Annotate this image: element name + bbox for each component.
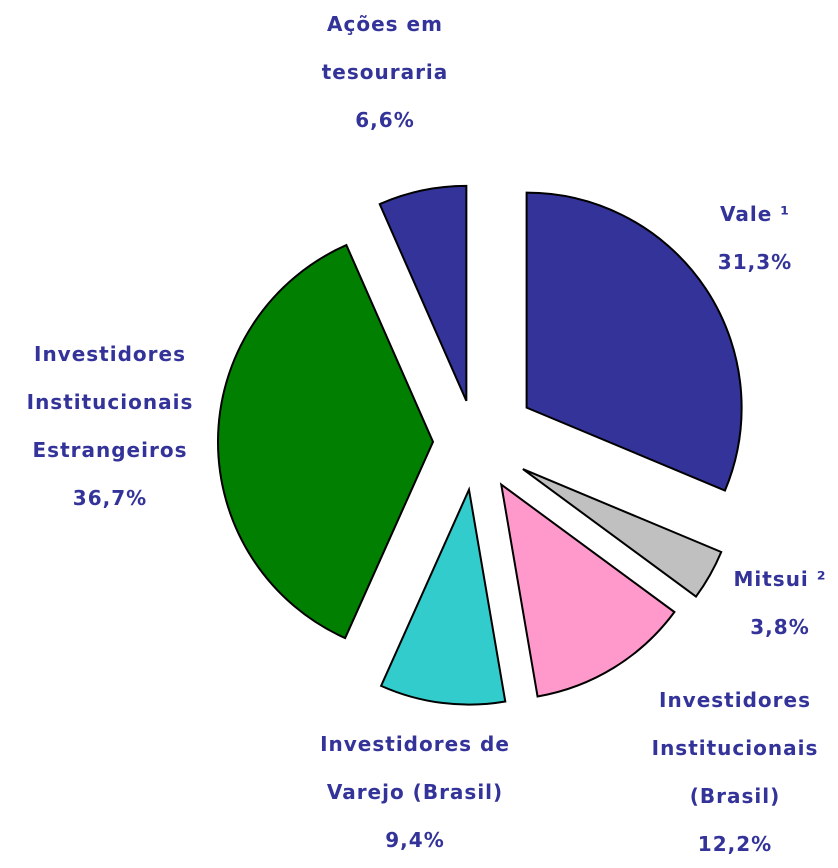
pie-slice [525,191,743,492]
slice-value: 12,2% [697,832,773,856]
pie-slice [379,486,507,706]
pie-slice [378,184,468,402]
slice-name: Investidores Institucionais Estrangeiros [26,342,194,462]
pie-slice [499,482,676,698]
slice-label: Vale ¹ 31,3% [680,190,830,286]
slice-name: Ações em tesouraria [321,12,449,84]
slice-name: Mitsui ² [733,567,827,591]
slice-label: Mitsui ² 3,8% [705,555,838,651]
slice-name: Investidores Institucionais (Brasil) [651,688,819,808]
slice-label: Ações em tesouraria 6,6% [295,0,475,144]
slice-label: Investidores Institucionais Estrangeiros… [0,330,220,522]
slice-label: Investidores de Varejo (Brasil) 9,4% [285,720,545,864]
pie-slice [217,243,435,640]
slice-label: Investidores Institucionais (Brasil) 12,2… [630,676,838,868]
slice-name: Vale ¹ [719,202,791,226]
slice-value: 6,6% [355,108,415,132]
pie-slice [522,468,723,598]
slice-value: 36,7% [72,486,148,510]
slice-value: 31,3% [717,250,793,274]
slice-value: 9,4% [385,828,445,852]
slice-name: Investidores de Varejo (Brasil) [320,732,510,804]
slice-value: 3,8% [750,615,810,639]
